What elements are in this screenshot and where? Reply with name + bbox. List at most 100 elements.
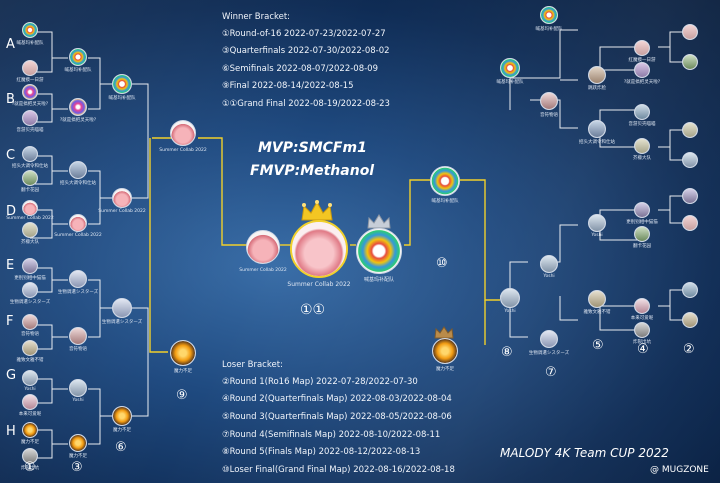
team-avatar-b2[interactable]	[22, 110, 38, 126]
team-avatar-rr-4[interactable]	[682, 152, 698, 168]
winner-round-2: ③Quarterfinals 2022-07-30/2022-08-02	[222, 46, 390, 56]
loser-round-3: ⑤Round 3(Quarterfinals Map) 2022-08-05/2…	[222, 412, 452, 422]
team-avatar-gf-runnerup[interactable]	[356, 228, 402, 274]
team-avatar-rr-5[interactable]	[682, 188, 698, 204]
loser-bracket-title: Loser Bracket:	[222, 360, 283, 370]
team-avatar-e2[interactable]	[22, 282, 38, 298]
team-label-r-n: 本来可爱呢	[630, 316, 654, 321]
team-avatar-r-p2[interactable]	[588, 214, 606, 232]
team-avatar-r-top[interactable]	[500, 58, 520, 78]
team-avatar-g-w[interactable]	[69, 379, 87, 397]
team-avatar-r-p[interactable]	[540, 255, 558, 273]
team-avatar-h2[interactable]	[22, 448, 38, 464]
winner-round-3: ⑥Semifinals 2022-08-07/2022-08-09	[222, 64, 378, 74]
team-avatar-wb-final-top[interactable]	[170, 120, 196, 146]
team-label-c1: 招头大调令和仕站	[12, 164, 48, 169]
team-label-h2: 炸裂出坑	[21, 466, 39, 471]
team-avatar-r-g[interactable]	[540, 330, 558, 348]
team-label-r-d: Yoshi	[504, 309, 516, 314]
team-avatar-gf-left[interactable]	[246, 230, 280, 264]
team-avatar-d1[interactable]	[22, 200, 38, 216]
team-avatar-rr-3[interactable]	[682, 122, 698, 138]
team-avatar-r-h[interactable]	[634, 40, 650, 56]
team-avatar-gh-w[interactable]	[112, 406, 132, 426]
team-avatar-lf-winner[interactable]	[430, 166, 460, 196]
team-avatar-b-w[interactable]	[69, 98, 87, 116]
team-label-lf-winner: 喊基玛补配队	[431, 199, 459, 204]
team-avatar-b1[interactable]	[22, 84, 38, 100]
team-avatar-r-n[interactable]	[634, 298, 650, 314]
team-label-g1: Yoshi	[24, 387, 36, 392]
team-avatar-g1[interactable]	[22, 370, 38, 386]
team-avatar-wb-final-bottom[interactable]	[170, 340, 196, 366]
team-avatar-r-a[interactable]	[540, 6, 558, 24]
team-avatar-r-e[interactable]	[588, 66, 606, 84]
team-avatar-rr-7[interactable]	[682, 282, 698, 298]
team-avatar-d-w[interactable]	[69, 214, 87, 232]
team-avatar-rr-6[interactable]	[682, 215, 698, 231]
winner-bracket-title: Winner Bracket:	[222, 12, 291, 22]
team-avatar-r-f[interactable]	[588, 290, 606, 308]
team-label-gf-champion: Summer Collab 2022	[287, 281, 351, 288]
team-avatar-a1[interactable]	[22, 22, 38, 38]
team-avatar-gf-champion[interactable]	[290, 220, 348, 278]
team-avatar-d2[interactable]	[22, 222, 38, 238]
round-number-2: ②	[683, 342, 695, 357]
team-label-r-j: 音游贝壳喵喵	[628, 122, 656, 127]
team-avatar-c2[interactable]	[22, 170, 38, 186]
team-avatar-e-w[interactable]	[69, 270, 87, 288]
team-avatar-a2[interactable]	[22, 60, 38, 76]
team-avatar-g2[interactable]	[22, 394, 38, 410]
team-label-f1: 音符物语	[21, 332, 39, 337]
team-label-b-w: ?就是搞把灵天啦?	[59, 118, 97, 123]
team-label-c2: 翻卡花园	[21, 188, 39, 193]
team-avatar-cd-w[interactable]	[112, 188, 132, 208]
team-avatar-f2[interactable]	[22, 340, 38, 356]
winner-round-1: ①Round-of-16 2022-07-23/2022-07-27	[222, 29, 386, 39]
team-avatar-r-b[interactable]	[540, 92, 558, 110]
team-label-gf-runnerup: 喊基玛补配队	[363, 277, 395, 283]
team-avatar-lf-third[interactable]	[432, 338, 458, 364]
round-number-10: ⑩	[436, 256, 448, 271]
team-avatar-rr-2[interactable]	[682, 54, 698, 70]
team-avatar-r-m[interactable]	[634, 226, 650, 242]
team-avatar-ab-w[interactable]	[112, 74, 132, 94]
team-label-lf-third: 魔力不足	[436, 367, 454, 372]
team-label-r-g: 生物调遣シスターズ	[528, 351, 570, 356]
team-label-gh-w: 魔力不足	[113, 428, 131, 433]
team-label-r-i: ?就是搞把灵天啦?	[623, 80, 661, 85]
loser-round-5: ⑧Round 5(Finals Map) 2022-08-12/2022-08-…	[222, 447, 421, 457]
team-label-gf-left: Summer Collab 2022	[239, 268, 287, 273]
team-avatar-e1[interactable]	[22, 258, 38, 274]
seed-d: D	[6, 204, 17, 219]
team-avatar-r-o[interactable]	[634, 322, 650, 338]
team-avatar-h-w[interactable]	[69, 434, 87, 452]
team-avatar-rr-1[interactable]	[682, 24, 698, 40]
bronze-crown-icon	[434, 326, 454, 339]
team-label-r-p2: Yoshi	[591, 233, 603, 238]
team-avatar-ef-w[interactable]	[112, 298, 132, 318]
team-avatar-r-k[interactable]	[634, 138, 650, 154]
round-number-8: ⑧	[501, 345, 513, 360]
seed-b: B	[6, 92, 15, 107]
round-number-1: ①	[24, 460, 36, 475]
team-avatar-f1[interactable]	[22, 314, 38, 330]
team-avatar-c-w[interactable]	[69, 161, 87, 179]
team-avatar-r-d[interactable]	[500, 288, 520, 308]
team-avatar-r-j[interactable]	[634, 104, 650, 120]
seed-h: H	[6, 424, 16, 439]
team-avatar-f-w[interactable]	[69, 327, 87, 345]
team-avatar-a-w[interactable]	[69, 48, 87, 66]
seed-a: A	[6, 37, 15, 52]
team-avatar-r-i[interactable]	[634, 62, 650, 78]
team-avatar-h1[interactable]	[22, 422, 38, 438]
team-avatar-rr-8[interactable]	[682, 312, 698, 328]
team-label-h1: 魔力不足	[21, 440, 39, 445]
loser-round-4: ⑦Round 4(Semifinals Map) 2022-08-10/2022…	[222, 430, 441, 440]
team-avatar-c1[interactable]	[22, 146, 38, 162]
team-label-a-w: 喊基玛补配队	[64, 68, 92, 73]
team-avatar-r-l[interactable]	[634, 202, 650, 218]
team-label-f2: 雅致文雅不错	[16, 358, 44, 363]
team-label-r-m: 翻卡花园	[633, 244, 651, 249]
team-avatar-r-c[interactable]	[588, 120, 606, 138]
